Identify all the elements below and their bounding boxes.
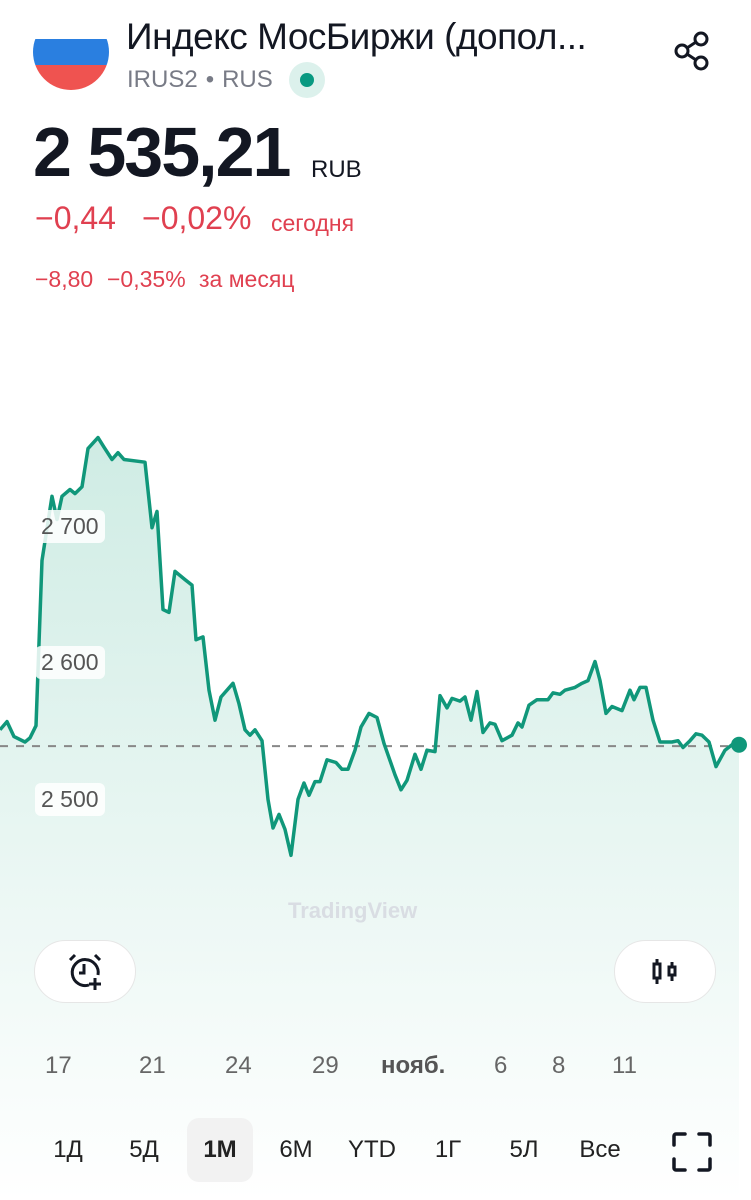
month-label: за месяц (199, 266, 295, 292)
alarm-plus-icon (68, 953, 102, 990)
symbol-subtitle: IRUS2 • RUS (127, 62, 325, 98)
candles-icon (652, 958, 677, 984)
tradingview-watermark: TradingView (288, 898, 418, 923)
fullscreen-button[interactable] (671, 1131, 713, 1178)
timeframe-ytd[interactable]: YTD (348, 1136, 396, 1163)
separator: • (205, 66, 215, 93)
x-tick-label: 8 (552, 1052, 566, 1079)
x-tick-label: нояб. (381, 1052, 446, 1079)
x-tick-label: 17 (45, 1052, 72, 1079)
fullscreen-icon (672, 1132, 712, 1172)
symbol-title: Индекс МосБиржи (допол... (126, 16, 587, 57)
timeframe-1y[interactable]: 1Г (434, 1136, 462, 1163)
timeframe-all[interactable]: Все (579, 1136, 621, 1163)
chart-type-button[interactable] (614, 940, 716, 1003)
add-alert-button[interactable] (34, 940, 136, 1003)
timeframe-5y[interactable]: 5Л (509, 1136, 539, 1163)
y-tick-label: 2 500 (35, 783, 105, 816)
y-tick-label: 2 600 (35, 646, 105, 679)
share-icon (674, 31, 709, 71)
last-price: 2 535,21 (33, 113, 291, 191)
x-tick-label: 24 (225, 1052, 252, 1079)
today-label: сегодня (271, 210, 355, 236)
x-tick-label: 6 (494, 1052, 508, 1079)
timeframe-6m[interactable]: 6М (279, 1136, 313, 1163)
price-line (0, 435, 739, 858)
x-tick-label: 21 (139, 1052, 166, 1079)
change-today: −0,44 (35, 200, 116, 236)
share-button[interactable] (672, 30, 714, 77)
change-month: −8,80 (35, 266, 94, 292)
price-area-fill (0, 437, 739, 1200)
x-tick-label: 29 (312, 1052, 339, 1079)
ticker: IRUS2 (127, 66, 198, 93)
change-month-pct: −0,35% (107, 266, 186, 292)
timeframe-1d[interactable]: 1Д (53, 1136, 83, 1163)
x-tick-label: 11 (612, 1052, 637, 1079)
y-tick-label: 2 700 (35, 510, 105, 543)
timeframe-5d[interactable]: 5Д (129, 1136, 159, 1163)
change-today-pct: −0,02% (142, 200, 252, 236)
currency: RUB (311, 156, 362, 183)
exchange: RUS (222, 66, 273, 93)
last-price-marker (731, 736, 747, 753)
market-open-indicator (288, 62, 325, 98)
timeframe-1m[interactable]: 1М (187, 1118, 253, 1182)
